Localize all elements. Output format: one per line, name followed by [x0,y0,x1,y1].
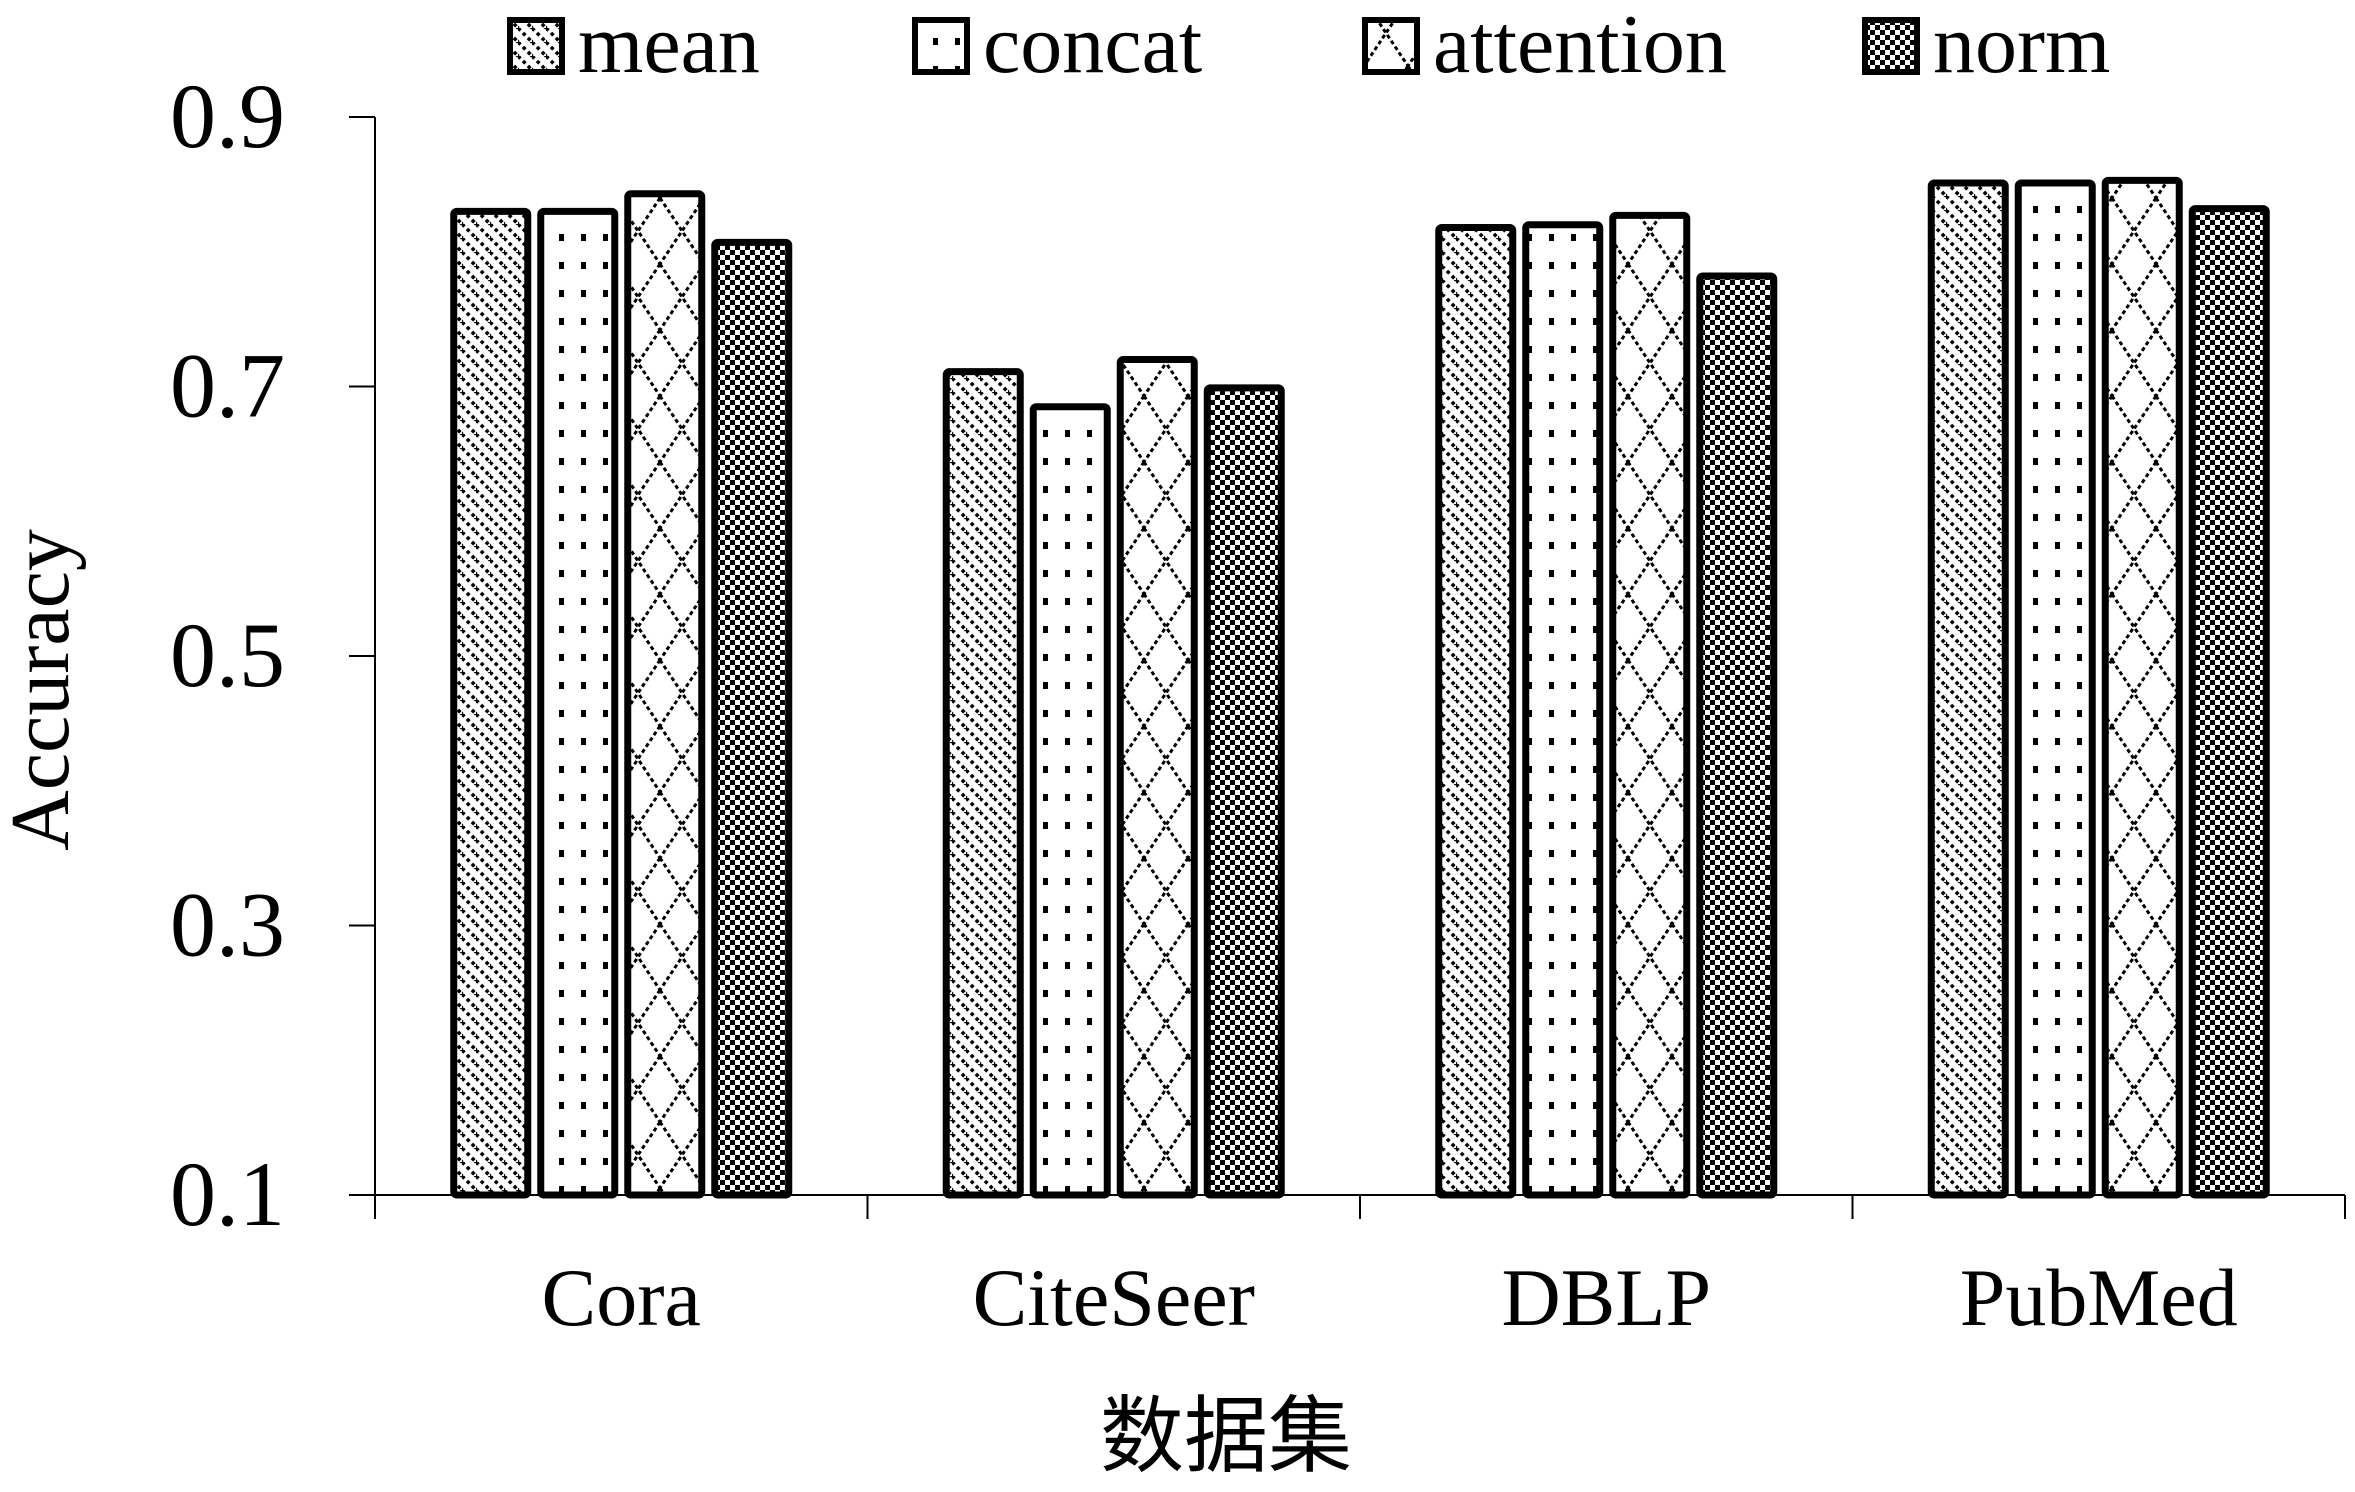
bar-norm-cora [711,238,793,1199]
bar-mean-citeseer [942,368,1024,1199]
x-tick-label: Cora [542,1252,701,1343]
legend-label-mean: mean [578,0,760,91]
x-axis-title: 数据集 [1100,1391,1352,1484]
legend-label-attention: attention [1433,0,1727,91]
bar-mean-cora [450,207,532,1199]
y-tick-label: 0.1 [170,1143,285,1245]
legend-swatch-attention [1362,17,1420,75]
x-tick-label: CiteSeer [973,1252,1255,1343]
y-tick-label: 0.3 [170,874,285,976]
legend-swatch-concat [912,17,970,75]
x-tick-label: DBLP [1501,1252,1711,1343]
y-axis-ticks: 0.1 0.3 0.5 0.7 0.9 [170,65,376,1245]
bar-attention-citeseer [1116,356,1198,1199]
y-tick-label: 0.7 [170,335,285,437]
legend: mean concat attention norm [507,0,2110,91]
bars [450,176,2270,1199]
legend-label-norm: norm [1933,0,2110,91]
bar-concat-citeseer [1029,403,1111,1199]
x-axis [374,1194,2346,1219]
bar-mean-pubmed [1927,179,2009,1199]
bar-attention-pubmed [2101,176,2183,1199]
x-tick-labels: Cora CiteSeer DBLP PubMed [542,1252,2238,1343]
legend-swatch-mean [507,17,565,75]
bar-norm-dblp [1696,272,1778,1199]
legend-swatch-norm [1862,17,1920,75]
legend-label-concat: concat [983,0,1202,91]
y-tick-label: 0.5 [170,604,285,706]
bar-norm-pubmed [2188,205,2270,1199]
bar-norm-citeseer [1203,384,1285,1199]
y-tick-label: 0.9 [170,65,285,167]
bar-concat-pubmed [2014,179,2096,1199]
bar-mean-dblp [1435,223,1517,1199]
bar-concat-dblp [1522,221,1604,1199]
bar-attention-dblp [1609,211,1691,1199]
y-axis-title: Accuracy [0,529,87,851]
bar-attention-cora [624,190,706,1199]
bar-concat-cora [537,207,619,1199]
x-tick-label: PubMed [1960,1252,2238,1343]
